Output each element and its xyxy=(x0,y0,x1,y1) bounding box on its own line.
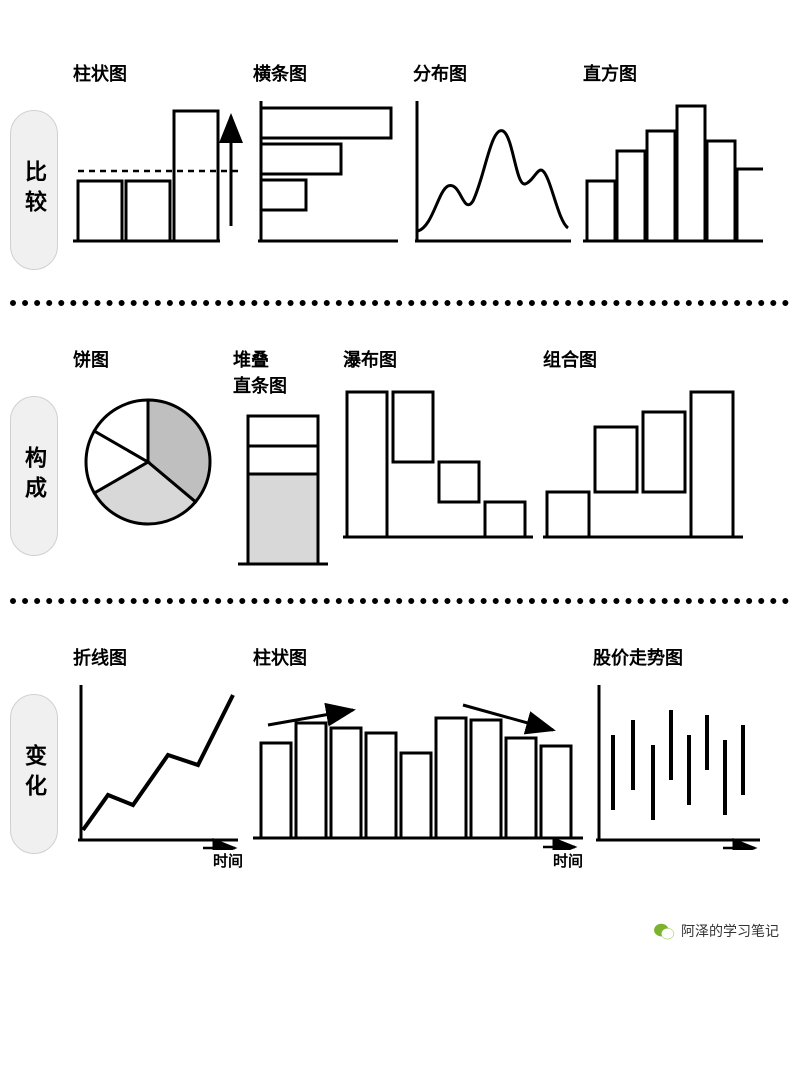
chart-stacked: 堆叠 直条图 xyxy=(233,346,333,568)
chart-pie: 饼图 xyxy=(73,346,223,532)
chart-title: 组合图 xyxy=(543,346,597,372)
chart-distribution: 分布图 xyxy=(413,60,573,246)
chart-title: 横条图 xyxy=(253,60,307,86)
chart-title: 堆叠 直条图 xyxy=(233,346,287,398)
bar-time-chart-svg xyxy=(253,680,583,850)
axis-label: 时间 xyxy=(73,850,243,871)
footer-text: 阿泽的学习笔记 xyxy=(681,921,779,941)
candlestick-chart-svg xyxy=(593,680,763,850)
section-composition: 构成 饼图 堆叠 直条图 瀑布图 组合图 xyxy=(10,346,789,568)
charts-row-compare: 柱状图 横条图 分布图 直方图 xyxy=(58,60,789,246)
chart-line: 折线图 时间 xyxy=(73,644,243,871)
section-change: 变化 折线图 时间 柱状图 时间 股价走势图 xyxy=(10,644,789,871)
chart-title: 柱状图 xyxy=(73,60,127,86)
chart-title: 柱状图 xyxy=(253,644,307,670)
chart-title: 分布图 xyxy=(413,60,467,86)
category-label-change: 变化 xyxy=(10,694,58,854)
hbar-chart-svg xyxy=(253,96,403,246)
charts-row-composition: 饼图 堆叠 直条图 瀑布图 组合图 xyxy=(58,346,789,568)
line-chart-svg xyxy=(73,680,243,850)
stacked-chart-svg xyxy=(233,408,333,568)
chart-histogram: 直方图 xyxy=(583,60,763,246)
chart-bar: 柱状图 xyxy=(73,60,243,246)
distribution-chart-svg xyxy=(413,96,573,246)
divider xyxy=(10,598,789,604)
category-label-composition: 构成 xyxy=(10,396,58,556)
chart-candlestick: 股价走势图 xyxy=(593,644,763,850)
axis-label: 时间 xyxy=(253,850,583,871)
chart-waterfall: 瀑布图 xyxy=(343,346,533,542)
waterfall-chart-svg xyxy=(343,382,533,542)
chart-title: 直方图 xyxy=(583,60,637,86)
footer: 阿泽的学习笔记 xyxy=(653,921,779,941)
histogram-chart-svg xyxy=(583,96,763,246)
divider xyxy=(10,300,789,306)
charts-row-change: 折线图 时间 柱状图 时间 股价走势图 xyxy=(58,644,789,871)
pie-chart-svg xyxy=(73,382,223,532)
chart-hbar: 横条图 xyxy=(253,60,403,246)
wechat-icon xyxy=(653,922,675,940)
chart-title: 股价走势图 xyxy=(593,644,683,670)
chart-bar-time: 柱状图 时间 xyxy=(253,644,583,871)
chart-combo: 组合图 xyxy=(543,346,743,542)
bar-chart-svg xyxy=(73,96,243,246)
category-label-compare: 比较 xyxy=(10,110,58,270)
chart-title: 饼图 xyxy=(73,346,109,372)
combo-chart-svg xyxy=(543,382,743,542)
section-compare: 比较 柱状图 横条图 分布图 直方图 xyxy=(10,60,789,270)
chart-title: 折线图 xyxy=(73,644,127,670)
chart-title: 瀑布图 xyxy=(343,346,397,372)
